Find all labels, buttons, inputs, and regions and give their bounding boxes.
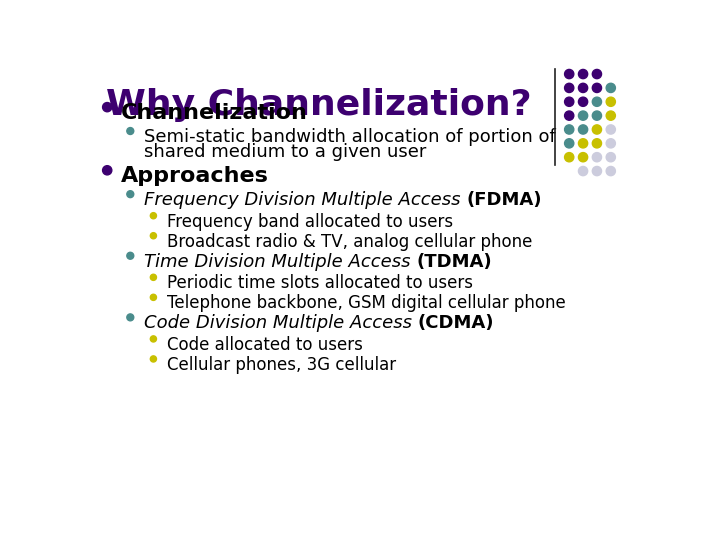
Circle shape <box>102 166 112 175</box>
Text: Frequency Division Multiple Access: Frequency Division Multiple Access <box>144 191 467 209</box>
Circle shape <box>127 191 134 198</box>
Text: (FDMA): (FDMA) <box>467 191 542 209</box>
Circle shape <box>606 125 616 134</box>
Text: Frequency band allocated to users: Frequency band allocated to users <box>167 213 454 231</box>
Circle shape <box>564 83 574 92</box>
Circle shape <box>564 97 574 106</box>
Text: Time Division Multiple Access: Time Division Multiple Access <box>144 253 416 271</box>
Circle shape <box>593 153 601 162</box>
Circle shape <box>606 153 616 162</box>
Circle shape <box>578 97 588 106</box>
Circle shape <box>593 83 601 92</box>
Circle shape <box>578 70 588 79</box>
Circle shape <box>593 166 601 176</box>
Text: Semi-static bandwidth allocation of portion of: Semi-static bandwidth allocation of port… <box>144 128 556 146</box>
Text: Why Channelization?: Why Channelization? <box>106 88 531 122</box>
Circle shape <box>564 70 574 79</box>
Circle shape <box>150 336 156 342</box>
Circle shape <box>578 153 588 162</box>
Circle shape <box>564 111 574 120</box>
Circle shape <box>578 111 588 120</box>
Circle shape <box>564 139 574 148</box>
Circle shape <box>150 274 156 280</box>
Text: Broadcast radio & TV, analog cellular phone: Broadcast radio & TV, analog cellular ph… <box>167 233 533 251</box>
Text: Channelization: Channelization <box>121 103 308 123</box>
Circle shape <box>127 252 134 259</box>
Text: shared medium to a given user: shared medium to a given user <box>144 143 426 161</box>
Circle shape <box>564 125 574 134</box>
Circle shape <box>606 139 616 148</box>
Text: Telephone backbone, GSM digital cellular phone: Telephone backbone, GSM digital cellular… <box>167 294 566 312</box>
Text: Approaches: Approaches <box>121 166 269 186</box>
Circle shape <box>593 111 601 120</box>
Circle shape <box>606 83 616 92</box>
Text: Code Division Multiple Access: Code Division Multiple Access <box>144 314 418 332</box>
Circle shape <box>578 125 588 134</box>
Circle shape <box>127 314 134 321</box>
Text: Periodic time slots allocated to users: Periodic time slots allocated to users <box>167 274 473 292</box>
Text: Code allocated to users: Code allocated to users <box>167 336 363 354</box>
Circle shape <box>593 139 601 148</box>
Circle shape <box>606 111 616 120</box>
Circle shape <box>150 233 156 239</box>
Circle shape <box>578 166 588 176</box>
Circle shape <box>150 356 156 362</box>
Circle shape <box>593 125 601 134</box>
Circle shape <box>564 153 574 162</box>
Circle shape <box>593 97 601 106</box>
Circle shape <box>606 166 616 176</box>
Text: (CDMA): (CDMA) <box>418 314 495 332</box>
Circle shape <box>606 97 616 106</box>
Circle shape <box>593 70 601 79</box>
Circle shape <box>150 294 156 300</box>
Text: (TDMA): (TDMA) <box>416 253 492 271</box>
Text: Cellular phones, 3G cellular: Cellular phones, 3G cellular <box>167 356 397 374</box>
Circle shape <box>102 103 112 112</box>
Circle shape <box>578 139 588 148</box>
Circle shape <box>127 127 134 134</box>
Circle shape <box>150 213 156 219</box>
Circle shape <box>578 83 588 92</box>
